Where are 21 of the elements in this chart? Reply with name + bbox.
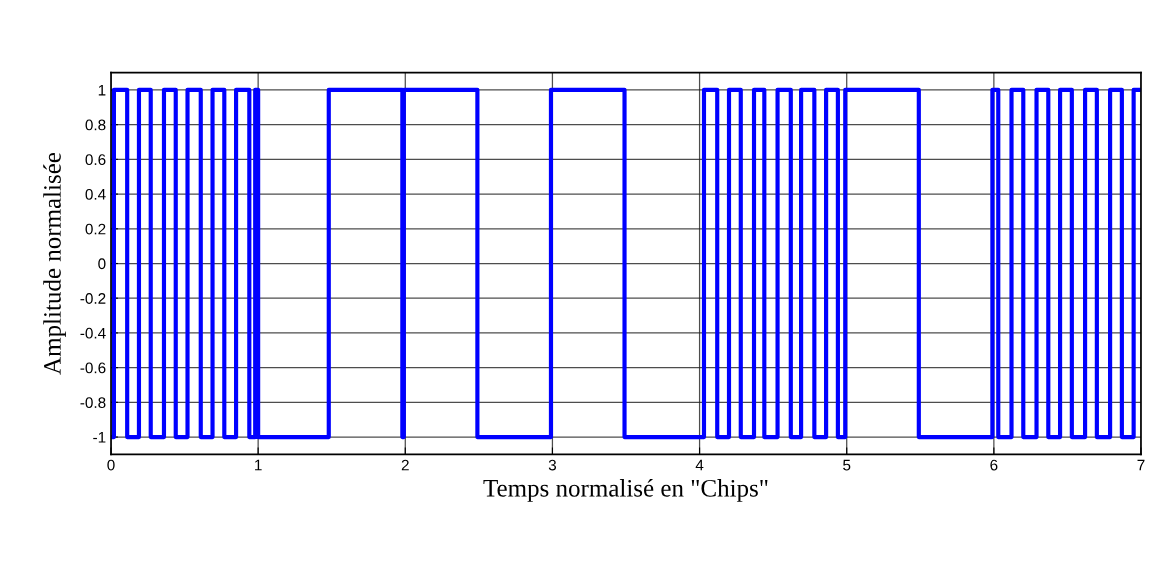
x-tick-label: 7 — [1137, 459, 1145, 471]
y-tick-label: 0 — [98, 258, 106, 270]
x-tick-label: 0 — [107, 459, 115, 471]
y-tick-label: -0.4 — [80, 327, 106, 339]
y-tick-label: -0.2 — [80, 293, 106, 304]
x-tick-label: 4 — [695, 459, 704, 471]
y-tick-label: 0.8 — [85, 119, 106, 131]
x-tick-label: 1 — [255, 459, 262, 471]
y-tick-label: 0.4 — [85, 188, 106, 200]
x-tick-label: 2 — [401, 459, 409, 471]
y-tick-label: 0.6 — [85, 154, 106, 166]
x-tick-label: 3 — [548, 459, 557, 471]
y-tick-label: 0.2 — [85, 223, 106, 235]
y-tick-label: -0.8 — [80, 397, 106, 409]
y-tick-label: 1 — [98, 84, 106, 96]
x-axis-title: Temps normalisé en "Chips" — [483, 479, 768, 502]
x-tick-label: 5 — [843, 459, 851, 471]
y-tick-label: -1 — [93, 432, 106, 443]
y-tick-label: -0.6 — [80, 362, 106, 374]
x-tick-label: 6 — [990, 459, 998, 471]
y-axis-title: Amplitude normalisée — [43, 152, 66, 375]
